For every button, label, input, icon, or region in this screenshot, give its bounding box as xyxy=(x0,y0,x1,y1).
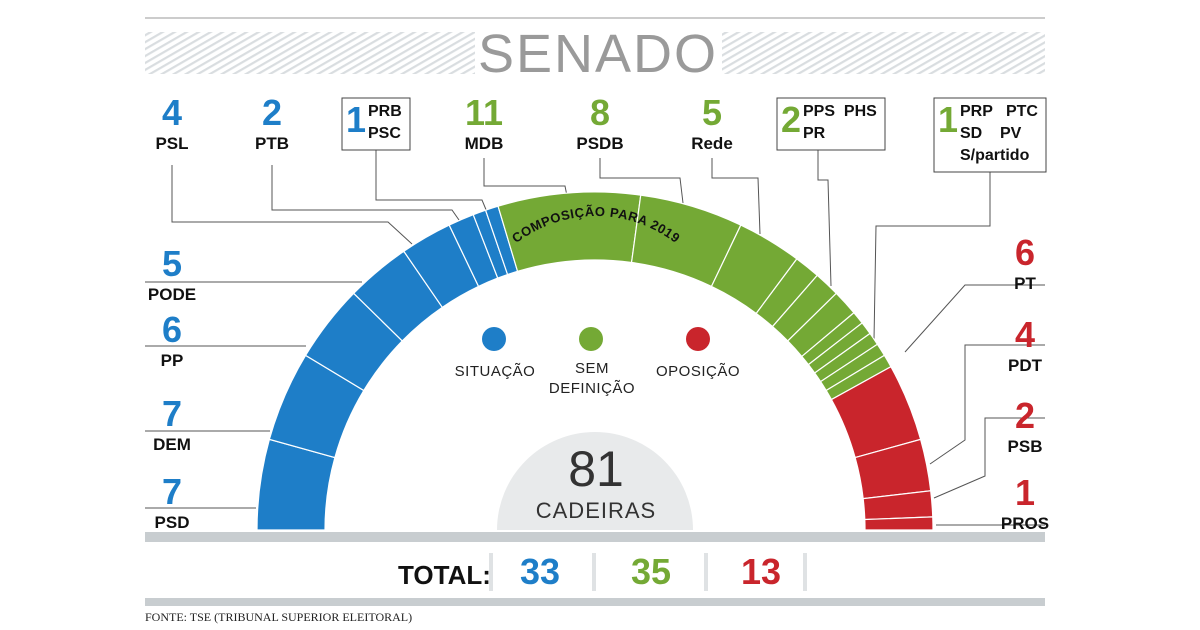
seats-count: 81 xyxy=(568,441,624,497)
label-count-pros: 1 xyxy=(1015,472,1035,513)
label-count-pode: 5 xyxy=(162,243,182,284)
label-count-prb-psc: 1 xyxy=(346,99,366,140)
total-divider-1 xyxy=(489,553,493,591)
total-divider-4 xyxy=(803,553,807,591)
label-count-prp-ptc-sd-pv-s-partido: 1 xyxy=(938,99,958,140)
callout-lines xyxy=(145,150,1045,526)
label-name-psd: PSD xyxy=(155,513,190,532)
header-hatch-left xyxy=(145,32,475,74)
seat-arc xyxy=(256,191,934,531)
callout-line-psb xyxy=(933,417,1045,499)
seats-label: CADEIRAS xyxy=(536,498,656,523)
label-box-prb-psc xyxy=(341,97,411,151)
callout-line-prp-ptc xyxy=(873,172,991,341)
label-name-psb: PSB xyxy=(1008,437,1043,456)
header-hatch-right xyxy=(722,32,1045,74)
label-name-prb: PRB xyxy=(368,103,402,120)
label-name-pr: PR xyxy=(803,125,826,142)
total-divider-2 xyxy=(592,553,596,591)
label-count-psl: 4 xyxy=(162,92,182,133)
callout-line-mdb xyxy=(483,158,568,197)
seat-segment-pros xyxy=(864,516,934,531)
label-count-pp: 6 xyxy=(162,309,182,350)
legend-oposicao-label: OPOSIÇÃO xyxy=(656,363,740,380)
callout-line-psdb xyxy=(599,158,684,204)
legend-dot-oposicao xyxy=(686,327,710,351)
total-situacao: 33 xyxy=(520,551,560,592)
label-box-prp-ptc-sd-pv-s-partido xyxy=(933,97,1047,173)
label-name-psc: PSC xyxy=(368,125,401,142)
legend-sem-definicao-label-1: SEM xyxy=(575,360,609,377)
seats-badge xyxy=(497,432,693,530)
total-label: TOTAL: xyxy=(398,560,491,590)
baseline-band xyxy=(145,532,1045,542)
total-divider-3 xyxy=(704,553,708,591)
callout-line-prb-psc xyxy=(375,150,488,213)
callout-line-pt xyxy=(904,284,1045,353)
legend-situacao-label: SITUAÇÃO xyxy=(455,363,536,380)
callout-line-pps-phs-pr xyxy=(817,150,832,287)
label-name-prp-ptc: PRP PTC xyxy=(960,103,1038,120)
label-name-pros: PROS xyxy=(1001,514,1049,533)
callout-line-psl xyxy=(171,165,413,245)
legend-dot-situacao xyxy=(482,327,506,351)
label-name-pdt: PDT xyxy=(1008,356,1043,375)
label-count-psdb: 8 xyxy=(590,92,610,133)
total-oposicao: 13 xyxy=(741,551,781,592)
label-name-psl: PSL xyxy=(155,134,188,153)
callout-line-ptb xyxy=(271,165,467,231)
label-count-psd: 7 xyxy=(162,471,182,512)
label-count-pdt: 4 xyxy=(1015,314,1035,355)
label-count-mdb: 11 xyxy=(465,92,503,133)
label-name-s-partido: S/partido xyxy=(960,147,1030,164)
legend: SITUAÇÃO SEM DEFINIÇÃO OPOSIÇÃO xyxy=(455,327,740,397)
label-name-pt: PT xyxy=(1014,274,1036,293)
label-name-psdb: PSDB xyxy=(576,134,623,153)
footer-band xyxy=(145,598,1045,606)
label-name-ptb: PTB xyxy=(255,134,289,153)
callout-line-pdt xyxy=(929,344,1045,465)
label-name-rede: Rede xyxy=(691,134,733,153)
label-count-dem: 7 xyxy=(162,393,182,434)
label-name-mdb: MDB xyxy=(465,134,504,153)
label-box-pps-phs-pr xyxy=(776,97,886,151)
label-count-pt: 6 xyxy=(1015,232,1035,273)
legend-sem-definicao-label-2: DEFINIÇÃO xyxy=(549,380,635,397)
total-sem-definicao: 35 xyxy=(631,551,671,592)
label-count-ptb: 2 xyxy=(262,92,282,133)
label-name-sd-pv: SD PV xyxy=(960,125,1022,142)
label-count-pps-phs-pr: 2 xyxy=(781,99,801,140)
label-count-rede: 5 xyxy=(702,92,722,133)
label-name-pps-phs: PPS PHS xyxy=(803,103,877,120)
label-name-dem: DEM xyxy=(153,435,191,454)
chart-title: SENADO xyxy=(478,24,718,84)
callout-line-rede xyxy=(711,158,761,235)
label-count-psb: 2 xyxy=(1015,395,1035,436)
label-name-pode: PODE xyxy=(148,285,196,304)
label-name-pp: PP xyxy=(161,351,184,370)
legend-dot-sem-definicao xyxy=(579,327,603,351)
source-note: FONTE: TSE (TRIBUNAL SUPERIOR ELEITORAL) xyxy=(145,610,412,624)
